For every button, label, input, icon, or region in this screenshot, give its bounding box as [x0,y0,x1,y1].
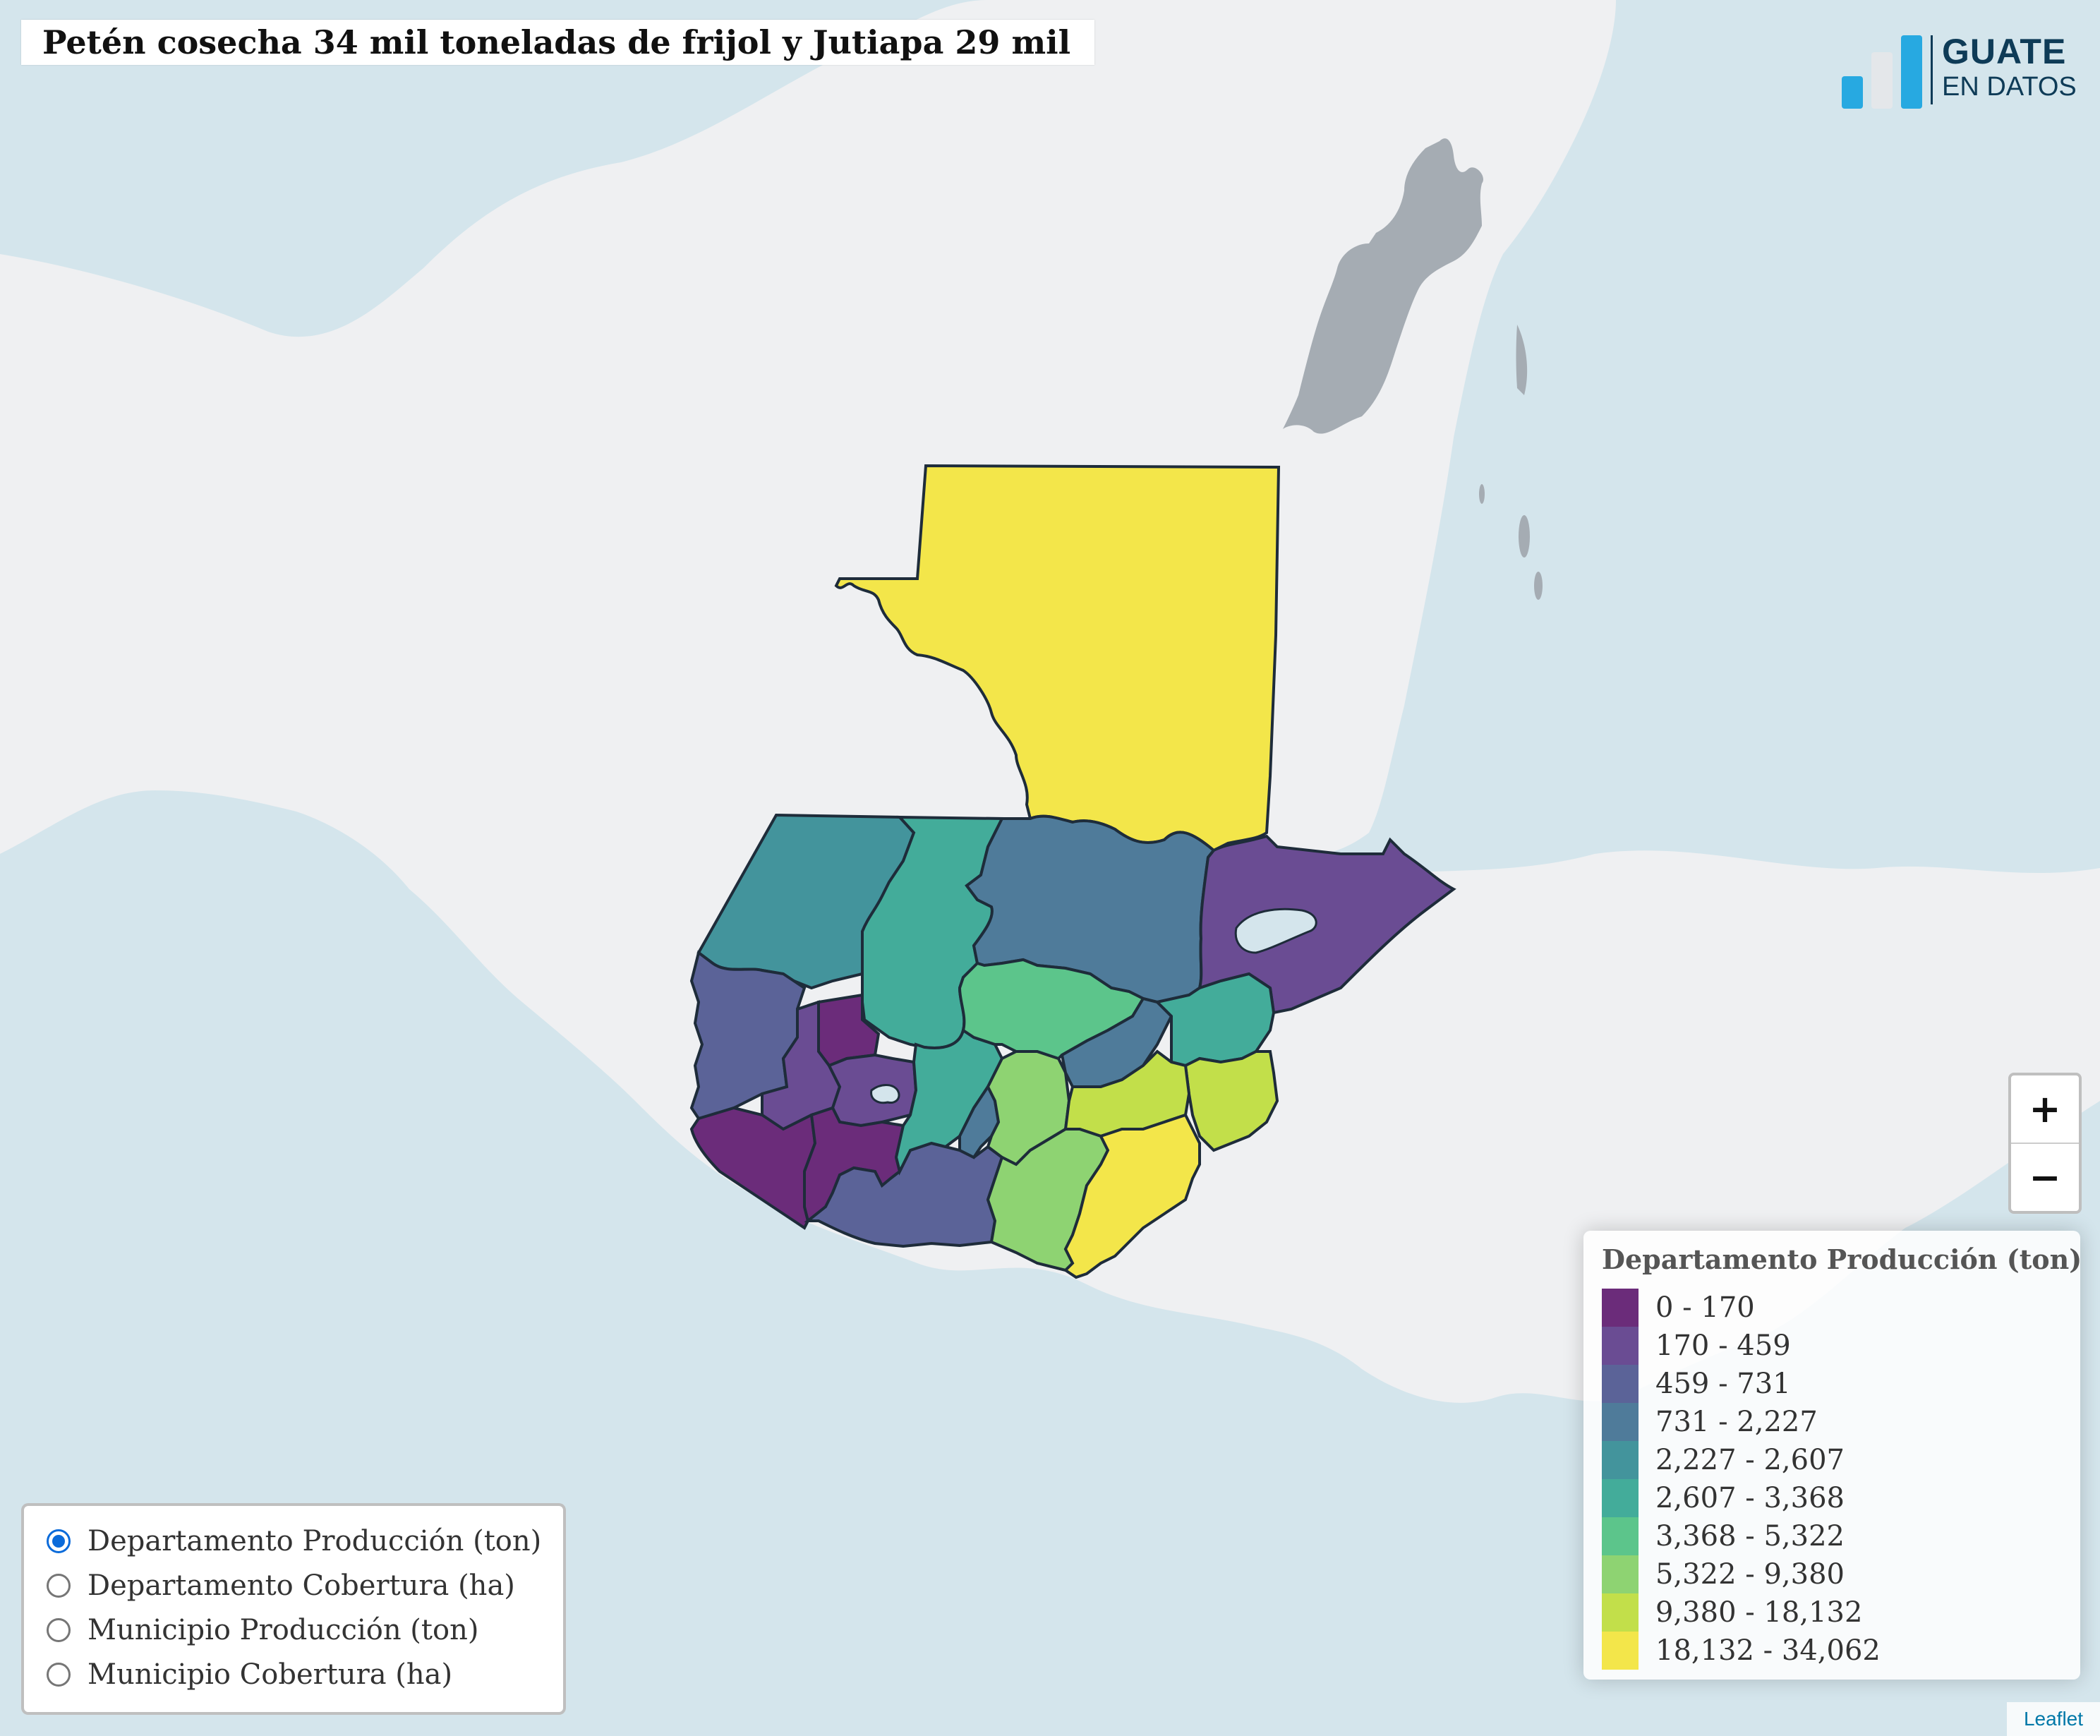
legend-item: 18,132 - 34,062 [1602,1632,2053,1670]
radio-button[interactable] [47,1618,71,1642]
legend-label: 18,132 - 34,062 [1655,1634,1881,1667]
lake-atitlan [870,1084,900,1104]
logo-divider [1931,35,1933,104]
legend-item: 2,607 - 3,368 [1602,1479,2053,1517]
legend-label: 0 - 170 [1655,1291,1755,1324]
radio-button[interactable] [47,1574,71,1598]
department-jutiapa[interactable] [1063,1113,1201,1279]
legend-swatch [1602,1632,1639,1670]
layer-control: Departamento Producción (ton) Departament… [21,1503,566,1715]
legend-swatch [1602,1365,1639,1403]
layer-option-label: Municipio Producción (ton) [88,1614,479,1646]
zoom-control: + − [2008,1073,2082,1214]
layer-option-label: Departamento Cobertura (ha) [88,1569,515,1602]
department-izabal[interactable] [1197,834,1456,1015]
legend-item: 3,368 - 5,322 [1602,1517,2053,1555]
island [1534,572,1543,600]
layer-option[interactable]: Departamento Cobertura (ha) [47,1565,515,1607]
legend-label: 170 - 459 [1655,1330,1791,1362]
island [1519,515,1530,557]
logo-bar-icon [1901,35,1922,109]
legend-item: 2,227 - 2,607 [1602,1441,2053,1479]
islands [1479,484,1543,600]
logo-text-line2: EN DATOS [1942,72,2077,102]
legend-swatch [1602,1289,1639,1327]
radio-button[interactable] [47,1663,71,1687]
map-title: Petén cosecha 34 mil toneladas de frijol… [42,23,1071,61]
legend: Departamento Producción (ton) 0 - 170 170… [1583,1231,2082,1680]
zoom-out-button[interactable]: − [2029,1155,2061,1200]
layer-option[interactable]: Municipio Producción (ton) [47,1609,478,1651]
layer-option-label: Municipio Cobertura (ha) [88,1658,453,1691]
map-title-box: Petén cosecha 34 mil toneladas de frijol… [21,20,1095,65]
legend-item: 5,322 - 9,380 [1602,1555,2053,1593]
legend-label: 459 - 731 [1655,1368,1791,1400]
layer-option[interactable]: Departamento Producción (ton) [47,1520,541,1562]
attribution-link[interactable]: Leaflet [2023,1708,2084,1730]
legend-item: 9,380 - 18,132 [1602,1593,2053,1632]
legend-label: 5,322 - 9,380 [1655,1558,1845,1591]
legend-swatch [1602,1403,1639,1441]
department-baja-verapaz[interactable] [958,958,1145,1061]
department-chiquimula[interactable] [1183,1050,1279,1152]
layer-option-label: Departamento Producción (ton) [88,1525,542,1557]
legend-swatch [1602,1479,1639,1517]
island [1479,484,1485,504]
legend-item: 0 - 170 [1602,1289,2053,1327]
legend-swatch [1602,1517,1639,1555]
legend-label: 2,607 - 3,368 [1655,1482,1845,1514]
legend-item: 170 - 459 [1602,1327,2053,1365]
logo-bar-icon [1871,52,1893,109]
logo-text-line1: GUATE [1942,32,2067,71]
legend-swatch [1602,1441,1639,1479]
legend-item: 459 - 731 [1602,1365,2053,1403]
logo-bar-icon [1842,76,1863,109]
legend-label: 2,227 - 2,607 [1655,1444,1845,1476]
attribution: Leaflet [2007,1702,2100,1736]
legend-item: 731 - 2,227 [1602,1403,2053,1441]
layer-option[interactable]: Municipio Cobertura (ha) [47,1653,452,1696]
legend-label: 3,368 - 5,322 [1655,1520,1845,1553]
lake-izabal [1234,908,1317,954]
belize-region [1283,138,1528,434]
zoom-in-button[interactable]: + [2011,1075,2079,1144]
radio-button[interactable] [47,1529,71,1553]
legend-swatch [1602,1593,1639,1632]
department-retalhuleu[interactable] [689,1106,817,1230]
legend-label: 731 - 2,227 [1655,1406,1818,1438]
legend-swatch [1602,1555,1639,1593]
legend-swatch [1602,1327,1639,1365]
guate-en-datos-logo: GUATE EN DATOS [1839,31,2079,109]
legend-title: Departamento Producción (ton) [1602,1243,2082,1275]
legend-label: 9,380 - 18,132 [1655,1596,1863,1629]
